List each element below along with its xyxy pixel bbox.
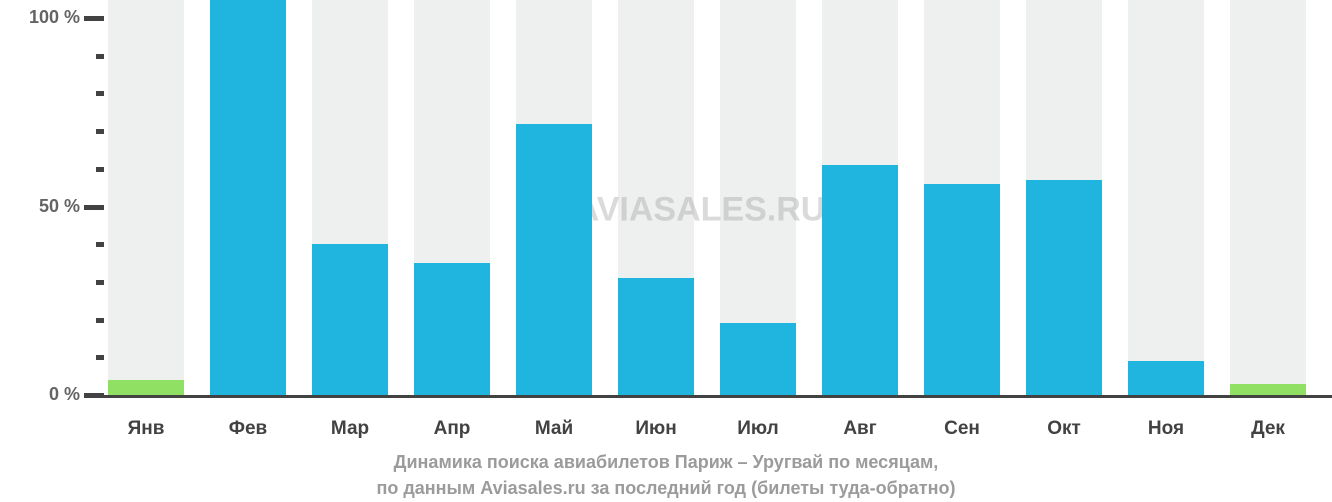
y-tick-minor xyxy=(96,167,104,172)
bar xyxy=(1128,361,1204,395)
bar xyxy=(108,380,184,395)
monthly-search-bar-chart: AVIASALES.RU0 %50 %100 %ЯнвФевМарАпрМайИ… xyxy=(0,0,1332,502)
plot-band xyxy=(1230,0,1306,395)
x-category-label: Янв xyxy=(128,418,165,440)
x-category-label: Фев xyxy=(229,418,267,440)
plot-band xyxy=(108,0,184,395)
x-category-label: Авг xyxy=(843,418,876,440)
bar xyxy=(822,165,898,395)
x-axis-baseline xyxy=(84,395,1332,398)
bar xyxy=(1026,180,1102,395)
bar xyxy=(516,124,592,395)
x-category-label: Июл xyxy=(737,418,778,440)
y-tick-minor xyxy=(96,280,104,285)
chart-caption-line2: по данным Aviasales.ru за последний год … xyxy=(0,478,1332,499)
x-category-label: Май xyxy=(535,418,573,440)
bar xyxy=(414,263,490,395)
y-tick-minor xyxy=(96,355,104,360)
x-category-label: Июн xyxy=(635,418,676,440)
y-tick-minor xyxy=(96,318,104,323)
x-category-label: Сен xyxy=(944,418,980,440)
y-tick-minor xyxy=(96,129,104,134)
y-tick-major xyxy=(84,16,104,21)
x-category-label: Мар xyxy=(331,418,369,440)
y-tick-label: 0 % xyxy=(16,384,80,405)
bar xyxy=(1230,384,1306,395)
x-category-label: Окт xyxy=(1047,418,1081,440)
bar xyxy=(210,0,286,395)
y-tick-minor xyxy=(96,54,104,59)
x-category-label: Дек xyxy=(1251,418,1285,440)
y-tick-label: 100 % xyxy=(16,7,80,28)
x-category-label: Апр xyxy=(434,418,471,440)
bar xyxy=(618,278,694,395)
bar xyxy=(312,244,388,395)
x-category-label: Ноя xyxy=(1148,418,1184,440)
y-tick-minor xyxy=(96,242,104,247)
y-tick-label: 50 % xyxy=(16,196,80,217)
y-tick-major xyxy=(84,393,104,398)
y-tick-major xyxy=(84,205,104,210)
bar xyxy=(720,323,796,395)
bar xyxy=(924,184,1000,395)
chart-caption-line1: Динамика поиска авиабилетов Париж – Уруг… xyxy=(0,452,1332,473)
y-tick-minor xyxy=(96,91,104,96)
plot-band xyxy=(1128,0,1204,395)
